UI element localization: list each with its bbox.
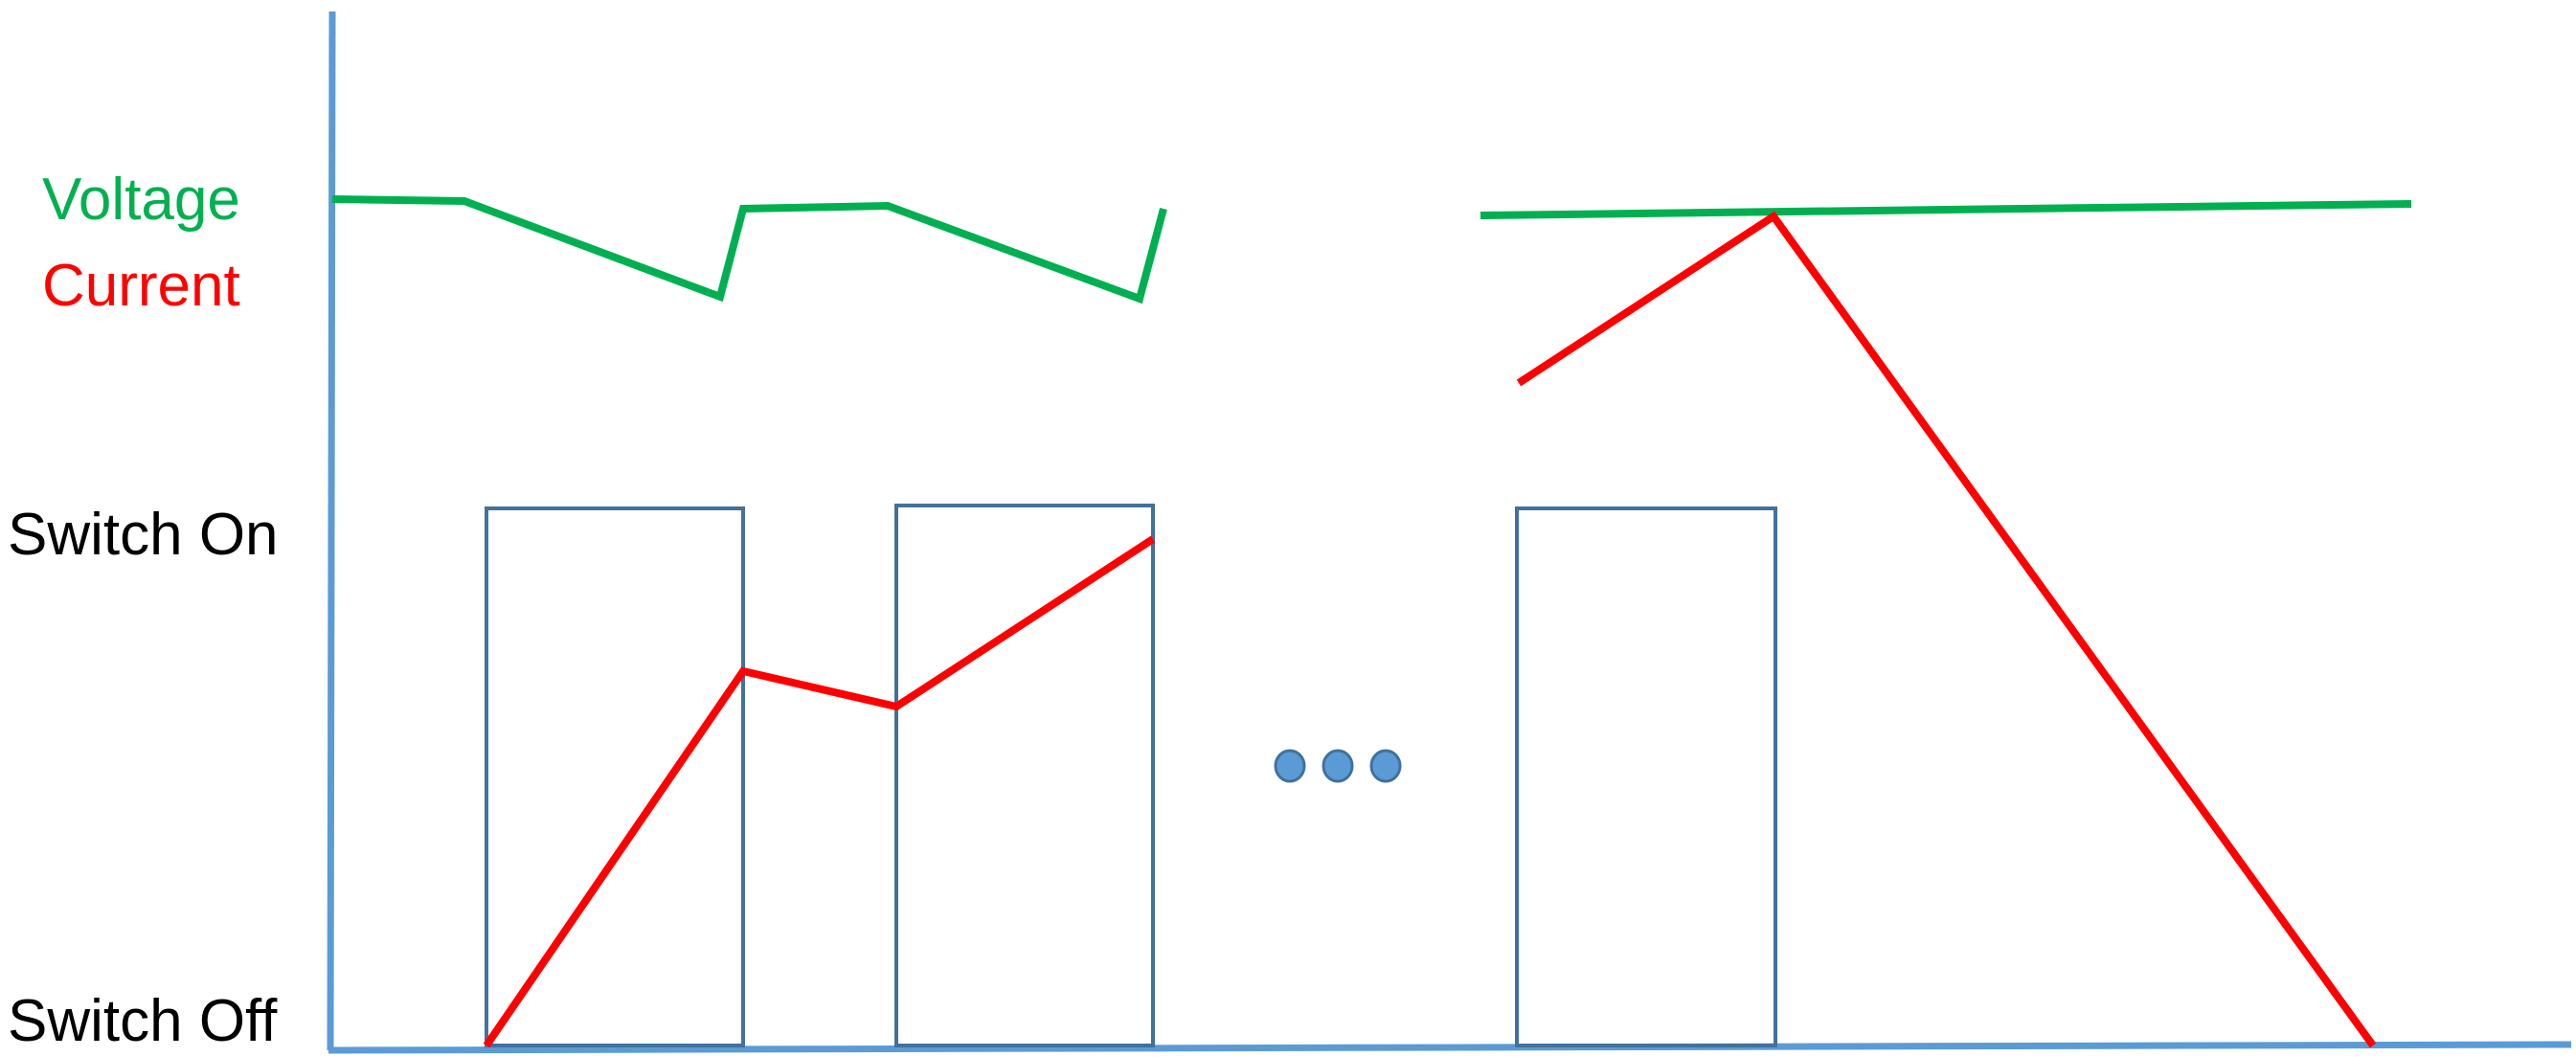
ellipsis-dot xyxy=(1274,749,1306,783)
voltage-line-segment-2 xyxy=(1480,200,2412,219)
switch-on-label: Switch On xyxy=(8,502,279,568)
switch-off-label: Switch Off xyxy=(8,988,278,1054)
ellipsis-dot xyxy=(1322,749,1354,783)
voltage-legend-label: Voltage xyxy=(42,167,240,233)
x-axis xyxy=(328,1041,2572,1054)
current-line-segment-1 xyxy=(483,535,1156,1048)
current-line-segment-2 xyxy=(1516,211,2377,1048)
voltage-line-segment-1 xyxy=(331,195,1167,304)
switch-pulse-3 xyxy=(1515,506,1777,1047)
ellipsis-dot xyxy=(1369,749,1402,783)
y-axis xyxy=(327,11,336,1051)
ellipsis-dots-icon xyxy=(1274,749,1402,783)
switch-pulse-1 xyxy=(485,506,745,1047)
current-legend-label: Current xyxy=(42,253,240,319)
switch-pulse-2 xyxy=(894,504,1155,1047)
